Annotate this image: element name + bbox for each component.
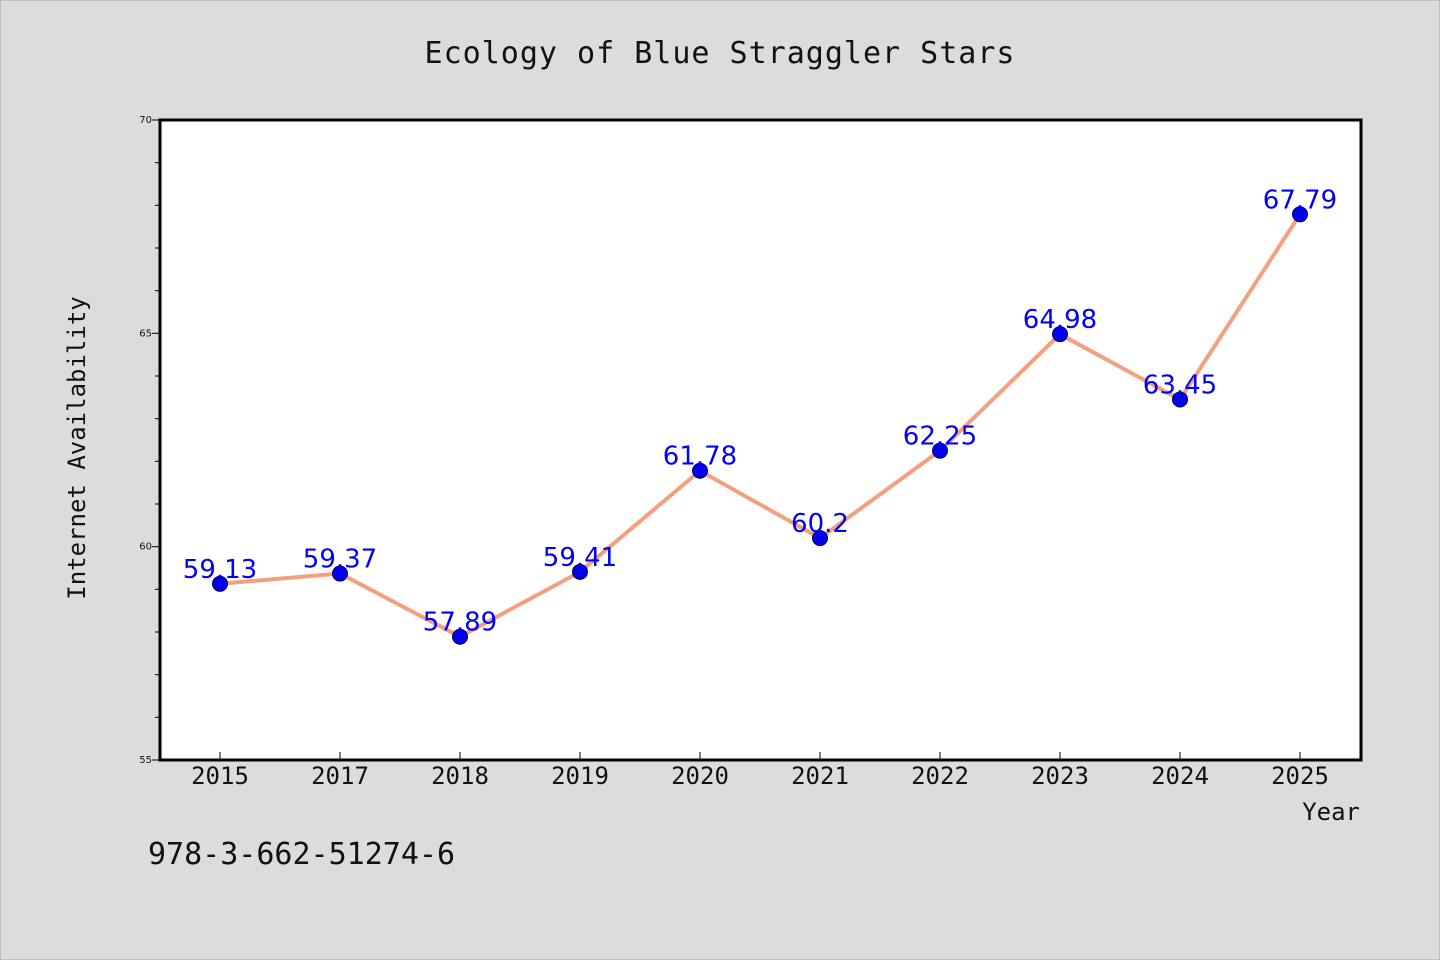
y-axis: 55 60 65 70	[139, 115, 160, 766]
x-axis-title: Year	[1302, 798, 1360, 826]
data-point	[812, 530, 828, 547]
x-tick-label: 2025	[1271, 762, 1329, 790]
data-point	[692, 462, 708, 479]
data-label: 63.45	[1143, 370, 1217, 400]
series-markers	[212, 206, 1308, 645]
series-line	[218, 212, 1302, 639]
data-point	[332, 565, 348, 582]
x-tick-label: 2022	[911, 762, 969, 790]
x-tick-label: 2019	[551, 762, 609, 790]
x-tick-label: 2021	[791, 762, 849, 790]
y-tick-label: 70	[139, 115, 152, 126]
data-label: 59.41	[543, 543, 617, 573]
data-labels: 59.13 59.37 57.89 59.41 61.78 60.2 62.25 64.98 6…	[183, 185, 1337, 637]
data-point	[212, 575, 228, 592]
data-label: 57.89	[423, 608, 497, 638]
isbn-text: 978-3-662-51274-6	[148, 837, 455, 872]
x-tick-label: 2015	[191, 762, 249, 790]
x-tick-label: 2017	[311, 762, 369, 790]
data-point	[1052, 326, 1068, 343]
x-tick-label: 2020	[671, 762, 729, 790]
y-tick-label: 55	[139, 755, 152, 766]
y-tick-label: 60	[139, 542, 152, 553]
data-label: 59.37	[303, 545, 377, 575]
y-axis-title: Internet Availability	[63, 296, 91, 599]
data-label: 67.79	[1263, 185, 1337, 215]
x-tick-label: 2018	[431, 762, 489, 790]
data-label: 60.2	[791, 509, 849, 539]
x-tick-label: 2023	[1031, 762, 1089, 790]
chart-title: Ecology of Blue Straggler Stars	[425, 36, 1016, 71]
data-label: 59.13	[183, 555, 257, 585]
x-tick-label: 2024	[1151, 762, 1209, 790]
data-point	[452, 628, 468, 645]
plot-area	[158, 118, 1363, 762]
data-label: 62.25	[903, 422, 977, 452]
data-point	[1172, 391, 1188, 408]
data-label: 61.78	[663, 442, 737, 472]
series-line-path	[218, 212, 1302, 639]
data-label: 64.98	[1023, 305, 1097, 335]
y-tick-label: 65	[139, 328, 152, 339]
data-point	[572, 563, 588, 580]
x-axis: 2015 2017 2018 2019 2020 2021 2022 2023 2024 2025	[191, 752, 1329, 790]
data-point	[932, 442, 948, 459]
data-point	[1292, 206, 1308, 223]
